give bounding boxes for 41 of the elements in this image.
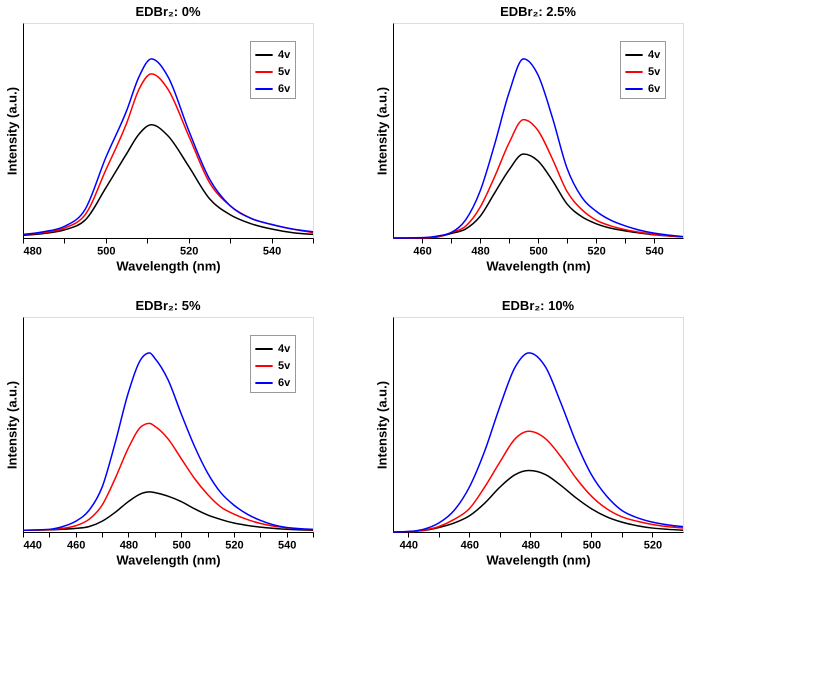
legend-label: 6v [278, 83, 292, 95]
x-tick-label: 460 [460, 540, 479, 552]
y-axis-title: Intensity (a.u.) [4, 86, 20, 176]
x-tick-label: 500 [582, 540, 602, 552]
chart-title: EDBr₂: 2.5% [500, 4, 576, 19]
legend-label: 5v [648, 66, 662, 78]
legend-label: 5v [278, 66, 292, 78]
legend-label: 5v [278, 360, 292, 372]
x-axis-title: Wavelength (nm) [486, 552, 591, 568]
x-tick-label: 460 [413, 246, 432, 258]
x-tick-label: 500 [529, 246, 548, 258]
legend-label: 6v [648, 83, 662, 95]
chart-title: EDBr₂: 5% [135, 298, 201, 313]
x-tick-label: 480 [522, 540, 540, 552]
x-tick-label: 540 [645, 246, 664, 258]
x-axis-title: Wavelength (nm) [116, 258, 221, 274]
x-tick-label: 480 [24, 246, 42, 258]
x-tick-label: 520 [644, 540, 662, 552]
chart-title: EDBr₂: 0% [135, 4, 201, 19]
y-axis-title: Intensity (a.u.) [374, 86, 390, 176]
legend-label: 6v [278, 377, 292, 389]
legend-label: 4v [278, 49, 292, 61]
x-tick-label: 520 [180, 246, 198, 258]
x-tick-label: 540 [262, 246, 282, 258]
x-tick-label: 440 [24, 540, 42, 552]
x-tick-label: 520 [587, 246, 606, 258]
x-tick-label: 460 [67, 540, 86, 552]
legend-label: 4v [278, 343, 292, 355]
y-axis-title: Intensity (a.u.) [374, 380, 390, 470]
chart-title: EDBr₂: 10% [502, 298, 575, 313]
x-tick-label: 440 [400, 540, 418, 552]
x-tick-label: 480 [120, 540, 138, 552]
x-tick-label: 500 [97, 246, 116, 258]
legend-label: 4v [648, 49, 662, 61]
x-axis-title: Wavelength (nm) [116, 552, 221, 568]
x-tick-label: 520 [225, 540, 244, 552]
x-tick-label: 540 [278, 540, 296, 552]
x-tick-label: 480 [471, 246, 490, 258]
x-axis-title: Wavelength (nm) [486, 258, 591, 274]
y-axis-title: Intensity (a.u.) [4, 380, 20, 470]
x-tick-label: 500 [172, 540, 191, 552]
